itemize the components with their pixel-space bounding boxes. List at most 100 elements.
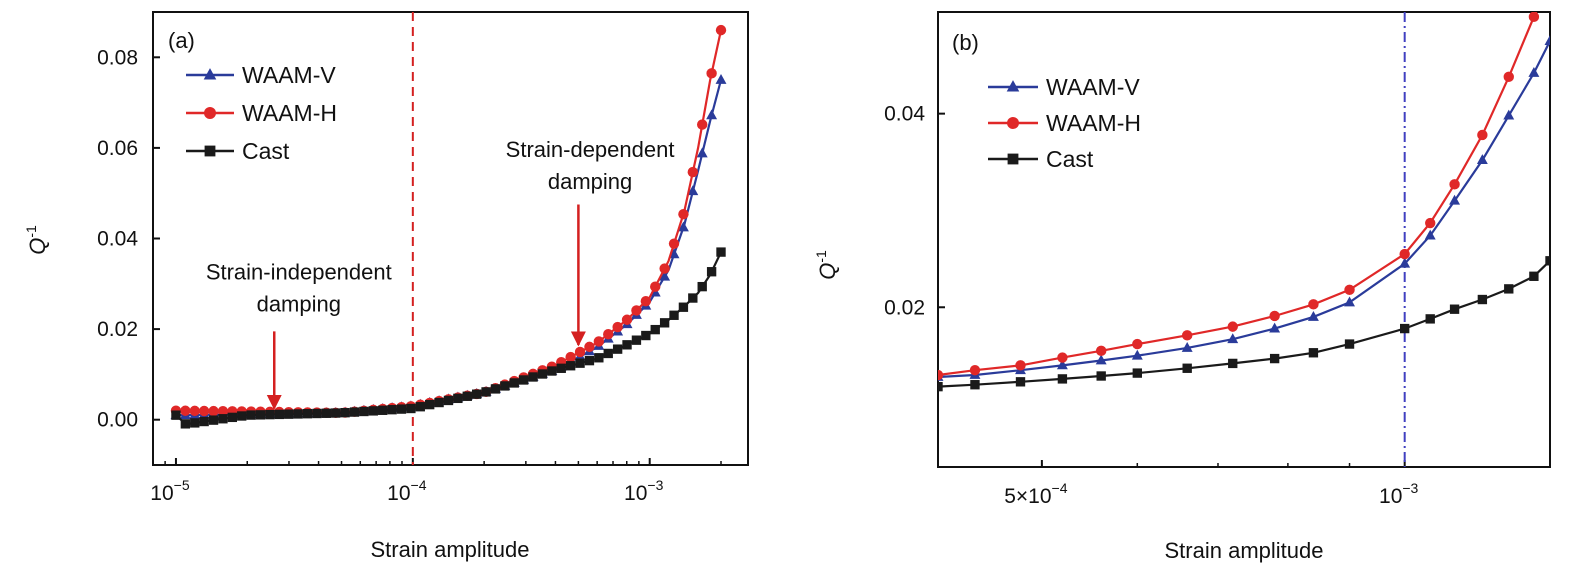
data-point: [1504, 284, 1514, 294]
data-point: [641, 330, 651, 341]
data-point: [1425, 314, 1435, 324]
data-point: [180, 419, 191, 429]
data-point: [1182, 363, 1192, 373]
data-point: [265, 409, 275, 420]
annotation-text: damping: [548, 169, 632, 194]
data-point: [697, 119, 708, 130]
y-axis-label: Q-1: [23, 225, 50, 255]
data-point: [302, 409, 313, 419]
data-point: [612, 321, 623, 333]
data-point: [678, 208, 689, 220]
data-point: [171, 410, 181, 420]
data-point: [321, 408, 331, 418]
data-point: [687, 185, 699, 196]
data-point: [697, 281, 707, 292]
plot-area: [170, 24, 727, 429]
data-point: [1057, 352, 1068, 363]
data-point: [650, 281, 661, 292]
data-point: [1449, 304, 1460, 314]
data-point: [1528, 12, 1540, 23]
data-point: [274, 409, 285, 420]
data-point: [970, 380, 980, 390]
y-axis-symbol: Q: [815, 263, 840, 280]
data-point: [650, 324, 660, 335]
data-point: [1132, 368, 1142, 378]
x-axis-label: Strain amplitude: [371, 537, 530, 562]
data-point: [208, 415, 219, 425]
data-point: [621, 314, 633, 325]
data-point: [255, 410, 266, 420]
x-tick-base: 5×10: [1004, 485, 1051, 508]
annotation: Strain-independent damping: [206, 259, 392, 410]
data-point: [575, 358, 585, 368]
data-point: [199, 416, 209, 427]
x-tick-exponent: −5: [174, 477, 190, 493]
data-point: [1132, 338, 1143, 350]
data-point: [659, 263, 670, 274]
data-point: [331, 408, 341, 418]
data-point: [565, 351, 576, 363]
series-waam-h: [938, 12, 1540, 381]
series-line: [938, 40, 1550, 379]
data-point: [425, 399, 435, 410]
data-point: [359, 406, 369, 417]
data-point: [1503, 71, 1514, 83]
data-point: [349, 407, 360, 417]
data-point: [500, 381, 510, 391]
data-point: [715, 73, 727, 84]
data-point: [189, 405, 200, 417]
y-tick-label: 0.08: [97, 46, 138, 69]
data-point: [1400, 323, 1410, 334]
data-point: [668, 238, 680, 249]
x-tick-label: 10−3: [1379, 480, 1419, 508]
data-point: [1308, 348, 1319, 358]
data-point: [368, 406, 378, 416]
data-point: [1056, 359, 1068, 370]
data-point: [340, 407, 350, 418]
data-point: [378, 405, 388, 415]
data-point: [284, 409, 294, 419]
data-point: [490, 384, 501, 394]
x-tick-exponent: −4: [411, 477, 427, 493]
data-point: [1227, 333, 1239, 344]
y-tick-label: 0.02: [884, 296, 925, 319]
data-point: [180, 405, 191, 416]
data-point: [706, 267, 717, 277]
data-point: [1529, 271, 1539, 281]
data-point: [1095, 345, 1107, 357]
data-point: [217, 406, 229, 417]
x-tick-label: 10−4: [387, 477, 427, 505]
data-point: [622, 340, 632, 350]
legend: WAAM-V WAAM-H Cast: [988, 74, 1141, 172]
data-point: [640, 296, 652, 307]
data-point: [453, 393, 463, 404]
data-point: [509, 378, 519, 388]
data-point: [1399, 248, 1410, 260]
data-point: [659, 270, 671, 281]
data-point: [593, 336, 605, 347]
y-tick-label: 0.06: [97, 137, 138, 160]
data-point: [1269, 353, 1280, 364]
data-point: [1424, 229, 1436, 240]
data-point: [218, 414, 228, 424]
legend-label: WAAM-V: [1046, 74, 1140, 100]
data-point: [594, 353, 604, 363]
data-point: [1449, 194, 1461, 205]
legend: WAAM-V WAAM-H Cast: [186, 62, 337, 164]
data-point: [387, 405, 397, 415]
legend-label: WAAM-V: [242, 62, 336, 88]
x-tick-label: 10−5: [150, 477, 190, 505]
data-point: [678, 302, 689, 312]
data-point: [688, 293, 698, 303]
data-point: [1344, 296, 1355, 307]
data-point: [396, 404, 407, 414]
data-point: [715, 24, 727, 36]
legend-marker: [1006, 80, 1020, 92]
data-point: [1528, 67, 1540, 77]
data-point: [198, 405, 210, 417]
y-axis-label: Q-1: [813, 250, 840, 280]
data-point: [1425, 217, 1436, 229]
data-point: [190, 418, 200, 428]
data-point: [1477, 294, 1488, 305]
y-tick-label: 0.02: [97, 318, 138, 341]
